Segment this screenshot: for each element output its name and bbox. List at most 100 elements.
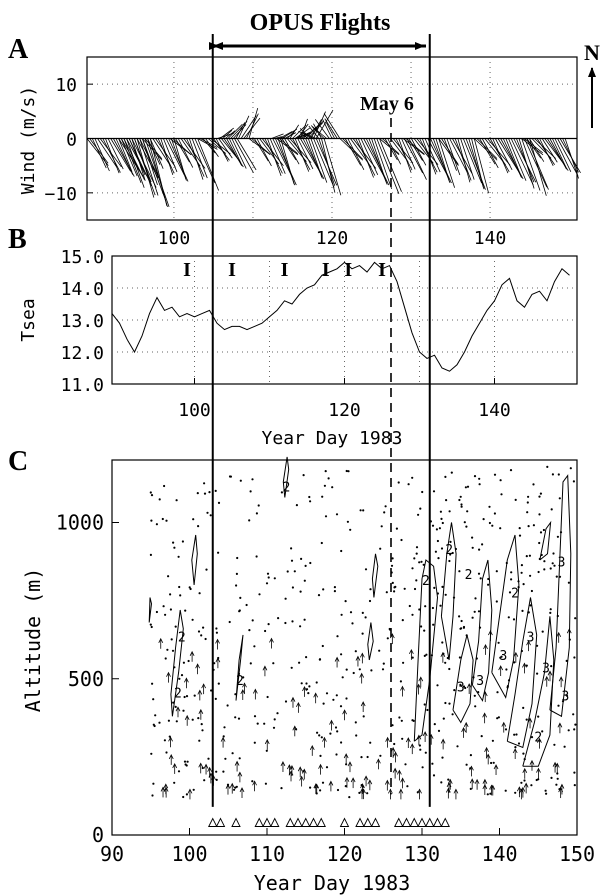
sounding-dot bbox=[332, 698, 335, 701]
sounding-dot bbox=[215, 631, 218, 634]
sounding-dot bbox=[442, 717, 445, 720]
wind-stick bbox=[427, 138, 449, 177]
sounding-dot bbox=[553, 743, 556, 746]
wind-stick bbox=[539, 138, 554, 166]
sounding-dot bbox=[378, 649, 381, 652]
sounding-dot bbox=[191, 718, 194, 721]
sounding-dot bbox=[309, 500, 312, 503]
sounding-dot bbox=[354, 721, 357, 724]
upward-arrow bbox=[292, 725, 298, 737]
upward-arrow bbox=[537, 737, 542, 749]
sounding-dot bbox=[171, 649, 175, 652]
sounding-dot bbox=[549, 567, 552, 570]
sounding-dot bbox=[226, 704, 229, 707]
contour-line bbox=[452, 634, 474, 724]
sounding-dot bbox=[369, 741, 372, 744]
wind-stick bbox=[94, 138, 110, 172]
wind-stick bbox=[294, 138, 310, 172]
sounding-dot bbox=[509, 469, 513, 472]
panel-c-arrows bbox=[158, 628, 572, 800]
wind-stick bbox=[457, 138, 471, 183]
contour-line bbox=[413, 559, 439, 742]
wind-stick bbox=[551, 138, 567, 168]
upward-arrow bbox=[526, 640, 531, 652]
wind-stick bbox=[115, 138, 134, 175]
panel-b-xtick-label: 100 bbox=[178, 400, 211, 421]
sounding-dot bbox=[345, 697, 348, 700]
sounding-dot bbox=[552, 552, 555, 555]
sounding-dot bbox=[542, 528, 546, 532]
contour-label: 2 bbox=[511, 587, 519, 602]
upward-arrow bbox=[400, 777, 405, 789]
wind-stick bbox=[234, 138, 254, 174]
sounding-dot bbox=[150, 519, 153, 522]
panel-b-ytick-label: 14.0 bbox=[61, 279, 104, 300]
sounding-dot bbox=[495, 600, 498, 603]
sounding-dot bbox=[299, 590, 302, 593]
wind-stick bbox=[248, 107, 259, 139]
sounding-dot bbox=[286, 570, 289, 573]
panel-letter-b: B bbox=[8, 224, 27, 255]
upward-arrow bbox=[552, 761, 558, 773]
sounding-dot bbox=[185, 764, 188, 767]
sounding-dot bbox=[518, 534, 522, 537]
contour-line bbox=[440, 522, 457, 661]
sounding-dot bbox=[419, 748, 422, 751]
sounding-dot bbox=[209, 514, 212, 517]
sounding-dot bbox=[172, 701, 175, 704]
wind-stick bbox=[424, 138, 441, 173]
sounding-dot bbox=[504, 728, 508, 731]
sounding-dot bbox=[165, 751, 168, 754]
wind-stick bbox=[381, 138, 400, 155]
upward-arrow bbox=[405, 737, 411, 749]
sounding-dot bbox=[325, 766, 329, 769]
panel-a-wind-sticks bbox=[86, 107, 581, 208]
wind-stick bbox=[526, 138, 549, 190]
sounding-dot bbox=[228, 475, 232, 478]
upward-arrow bbox=[215, 638, 220, 650]
sounding-dot bbox=[320, 541, 323, 545]
sounding-dot bbox=[420, 625, 423, 628]
contour-label: 2 bbox=[282, 480, 290, 495]
sounding-dot bbox=[522, 752, 525, 755]
contour-line bbox=[148, 597, 153, 623]
upward-arrow bbox=[237, 771, 243, 783]
sounding-dot bbox=[545, 792, 548, 795]
sounding-dot bbox=[439, 604, 442, 607]
wind-stick bbox=[387, 138, 402, 165]
wind-stick bbox=[120, 138, 144, 177]
sounding-dot bbox=[526, 501, 529, 504]
sounding-dot bbox=[474, 597, 477, 600]
sounding-dot bbox=[210, 689, 213, 692]
upward-arrow bbox=[296, 701, 301, 713]
sounding-dot bbox=[529, 604, 532, 607]
sounding-dot bbox=[345, 469, 348, 473]
wind-stick bbox=[91, 138, 107, 169]
sounding-dot bbox=[203, 779, 206, 782]
sounding-dot bbox=[510, 578, 513, 581]
contour-label: 3 bbox=[561, 690, 569, 705]
sounding-dot bbox=[223, 726, 226, 729]
sounding-dot bbox=[469, 787, 472, 791]
upward-arrow bbox=[198, 708, 204, 720]
sounding-dot bbox=[479, 577, 482, 580]
sounding-dot bbox=[315, 681, 318, 684]
wind-stick bbox=[240, 115, 257, 139]
upward-arrow bbox=[314, 783, 320, 795]
sounding-dot bbox=[284, 621, 287, 625]
sounding-dot bbox=[251, 478, 254, 481]
sounding-dot bbox=[459, 627, 462, 630]
wind-stick bbox=[446, 138, 461, 176]
wind-stick bbox=[236, 138, 257, 171]
sounding-dot bbox=[536, 644, 539, 647]
sounding-dot bbox=[521, 609, 524, 613]
sounding-dot bbox=[273, 577, 276, 580]
sounding-dot bbox=[522, 706, 525, 710]
sounding-dot bbox=[478, 548, 481, 551]
wind-stick bbox=[141, 138, 166, 200]
sounding-dot bbox=[149, 553, 152, 557]
contour-line bbox=[539, 520, 552, 561]
sounding-dot bbox=[386, 637, 389, 640]
sounding-dot bbox=[530, 784, 533, 787]
upward-arrow bbox=[342, 709, 347, 721]
